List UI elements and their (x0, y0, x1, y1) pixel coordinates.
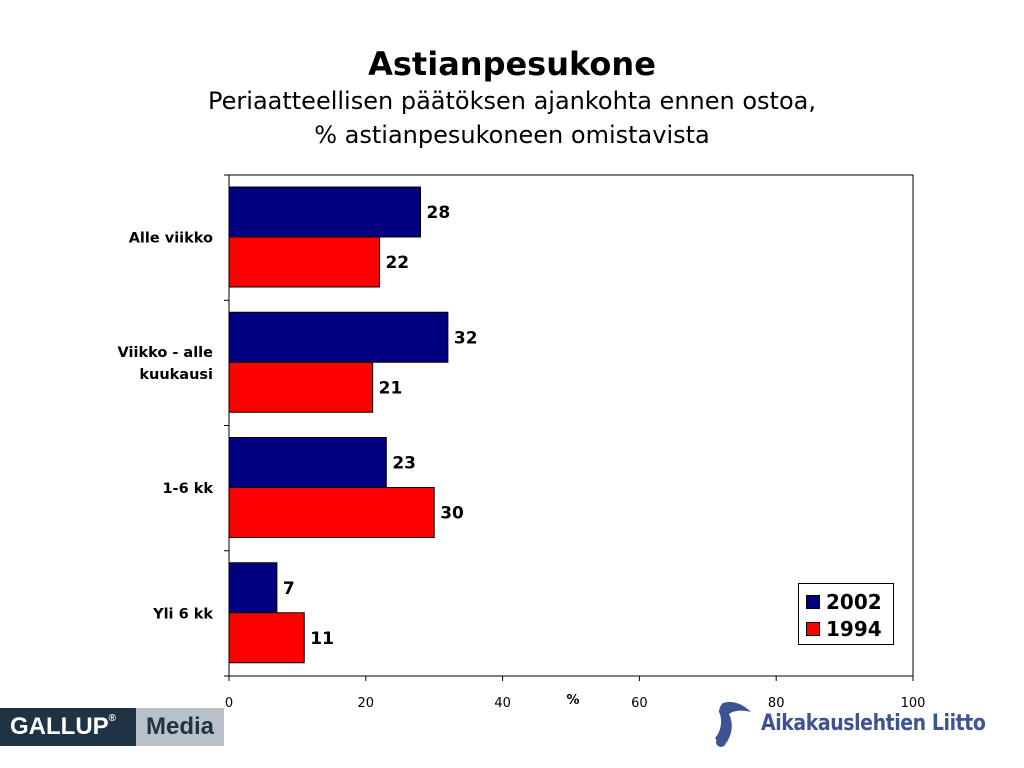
bar-1994 (228, 361, 374, 413)
data-label-2002: 23 (392, 454, 416, 474)
data-label-2002: 7 (283, 579, 295, 599)
data-label-1994: 21 (379, 378, 403, 398)
bar-1994 (228, 487, 435, 538)
legend-label-1994: 1994 (826, 617, 882, 641)
bar-2002 (228, 311, 449, 363)
gallup-media-logo: GALLUP® Media (0, 708, 224, 746)
data-label-1994: 11 (310, 629, 334, 649)
aikakauslehtien-liitto-text: Aikakauslehtien Liitto (761, 710, 986, 736)
bar-2002 (228, 437, 387, 488)
title-block: Astianpesukone Periaatteellisen päätökse… (0, 44, 1024, 152)
x-tick-label: 0 (225, 696, 233, 711)
aikakauslehtien-liitto-logo: Aikakauslehtien Liitto (713, 698, 1022, 748)
legend-item-1994: 1994 (806, 616, 882, 642)
legend-swatch-1994 (806, 622, 820, 636)
x-tick-label: 60 (631, 696, 648, 711)
bar-2002 (228, 562, 278, 614)
category-label: 1-6 kk (162, 481, 213, 497)
x-tick-label: 40 (494, 696, 511, 711)
gallup-media-text: Media (136, 708, 224, 746)
bar-2002 (228, 186, 422, 238)
legend-item-2002: 2002 (806, 589, 882, 615)
x-tick-label: 20 (358, 696, 375, 711)
x-tick-label: 80 (768, 696, 785, 711)
category-label: kuukausi (139, 367, 213, 383)
legend-label-2002: 2002 (826, 590, 882, 614)
x-tick-label: 100 (901, 696, 926, 711)
chart-legend: 2002 1994 (798, 583, 894, 645)
chart-subtitle-line-2: % astianpesukoneen omistavista (314, 121, 710, 149)
bar-1994 (228, 236, 380, 288)
chart-title: Astianpesukone (368, 45, 656, 83)
data-label-1994: 30 (440, 504, 464, 524)
data-label-2002: 32 (454, 328, 478, 348)
aikakauslehtien-liitto-emblem-icon (715, 702, 751, 747)
data-label-2002: 28 (427, 203, 451, 223)
x-axis-label: % (566, 693, 579, 708)
chart-subtitle-line-1: Periaatteellisen päätöksen ajankohta enn… (208, 87, 816, 115)
category-label: Yli 6 kk (152, 606, 213, 622)
category-label: Viikko - alle (118, 345, 214, 361)
legend-swatch-2002 (806, 595, 820, 609)
data-label-1994: 22 (385, 253, 409, 273)
gallup-logo-text: GALLUP® (0, 708, 136, 746)
category-label: Alle viikko (129, 231, 213, 247)
bar-1994 (228, 612, 305, 664)
